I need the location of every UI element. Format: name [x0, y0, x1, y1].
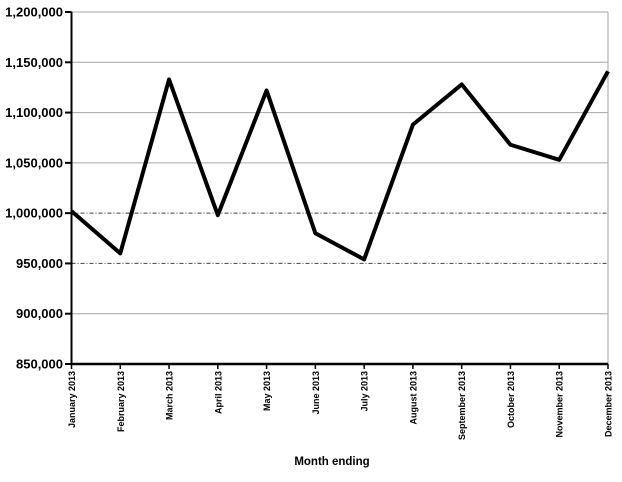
x-tick-label: December 2013 — [604, 371, 614, 437]
x-tick-label: October 2013 — [506, 371, 516, 428]
y-tick-label: 850,000 — [16, 357, 63, 372]
y-tick-label: 1,050,000 — [5, 155, 63, 170]
y-tick-label: 1,100,000 — [5, 105, 63, 120]
x-tick-label: May 2013 — [262, 371, 272, 411]
x-tick-label: January 2013 — [67, 371, 77, 428]
y-tick-label: 1,150,000 — [5, 55, 63, 70]
x-tick-label: August 2013 — [408, 371, 418, 425]
x-axis-title: Month ending — [294, 456, 370, 468]
x-tick-label: July 2013 — [360, 371, 370, 412]
x-tick-label: April 2013 — [213, 371, 223, 414]
x-tick-label: June 2013 — [311, 371, 321, 415]
x-tick-label: March 2013 — [165, 371, 175, 420]
x-tick-label: November 2013 — [555, 371, 565, 438]
y-tick-label: 900,000 — [16, 306, 63, 321]
y-tick-label: 1,000,000 — [5, 206, 63, 221]
y-tick-label: 950,000 — [16, 256, 63, 271]
x-tick-label: September 2013 — [457, 371, 467, 440]
y-tick-label: 1,200,000 — [5, 5, 63, 20]
x-tick-label: February 2013 — [116, 371, 126, 432]
data-polyline — [70, 70, 610, 262]
